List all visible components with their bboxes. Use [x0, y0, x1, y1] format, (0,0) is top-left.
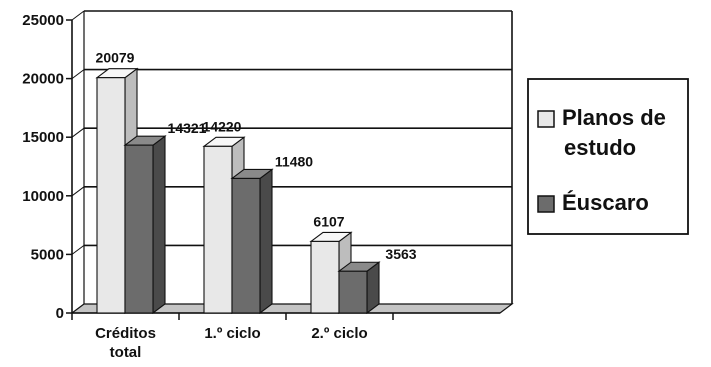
x-category-label: 2.º ciclo: [311, 325, 367, 342]
y-tick-label: 10000: [22, 188, 64, 205]
data-label: 14220: [203, 118, 242, 134]
bar-front: [203, 145, 233, 314]
gridline-side: [71, 186, 85, 197]
y-tick-label: 0: [56, 305, 64, 322]
data-label: 20079: [96, 50, 135, 66]
x-category-label: Créditos total: [95, 325, 156, 361]
bar-front: [124, 144, 154, 314]
legend: Planos de estudo Éuscaro: [527, 78, 689, 235]
legend-label: Éuscaro: [562, 190, 649, 215]
y-tick-label: 15000: [22, 129, 64, 146]
grid-lines: [70, 10, 514, 314]
gridline-side: [71, 10, 85, 21]
y-tick-label: 5000: [31, 246, 64, 263]
gridline-side: [71, 69, 85, 79]
legend-box: [527, 78, 689, 235]
legend-label: Planos de estudo: [562, 105, 666, 160]
bar-side: [259, 168, 273, 315]
bar-side: [152, 135, 166, 315]
x-category-label: 1.º ciclo: [204, 325, 260, 342]
bar-front: [310, 240, 340, 314]
data-label: 14321: [168, 120, 207, 136]
data-label: 11480: [275, 153, 313, 169]
gridline-side: [71, 244, 85, 255]
bar: [337, 261, 381, 315]
bar: [230, 168, 274, 315]
y-tick-label: 25000: [22, 12, 64, 29]
data-label: 3563: [385, 246, 416, 262]
gridline-side: [71, 127, 85, 138]
bars: [95, 67, 381, 315]
data-label: 6107: [313, 213, 344, 229]
bar-front: [338, 270, 368, 314]
bar: [123, 135, 167, 315]
legend-swatch: [537, 110, 555, 128]
legend-swatch: [537, 195, 555, 213]
bar-front: [96, 77, 126, 314]
y-tick-label: 20000: [22, 71, 64, 88]
bar-front: [231, 177, 261, 314]
